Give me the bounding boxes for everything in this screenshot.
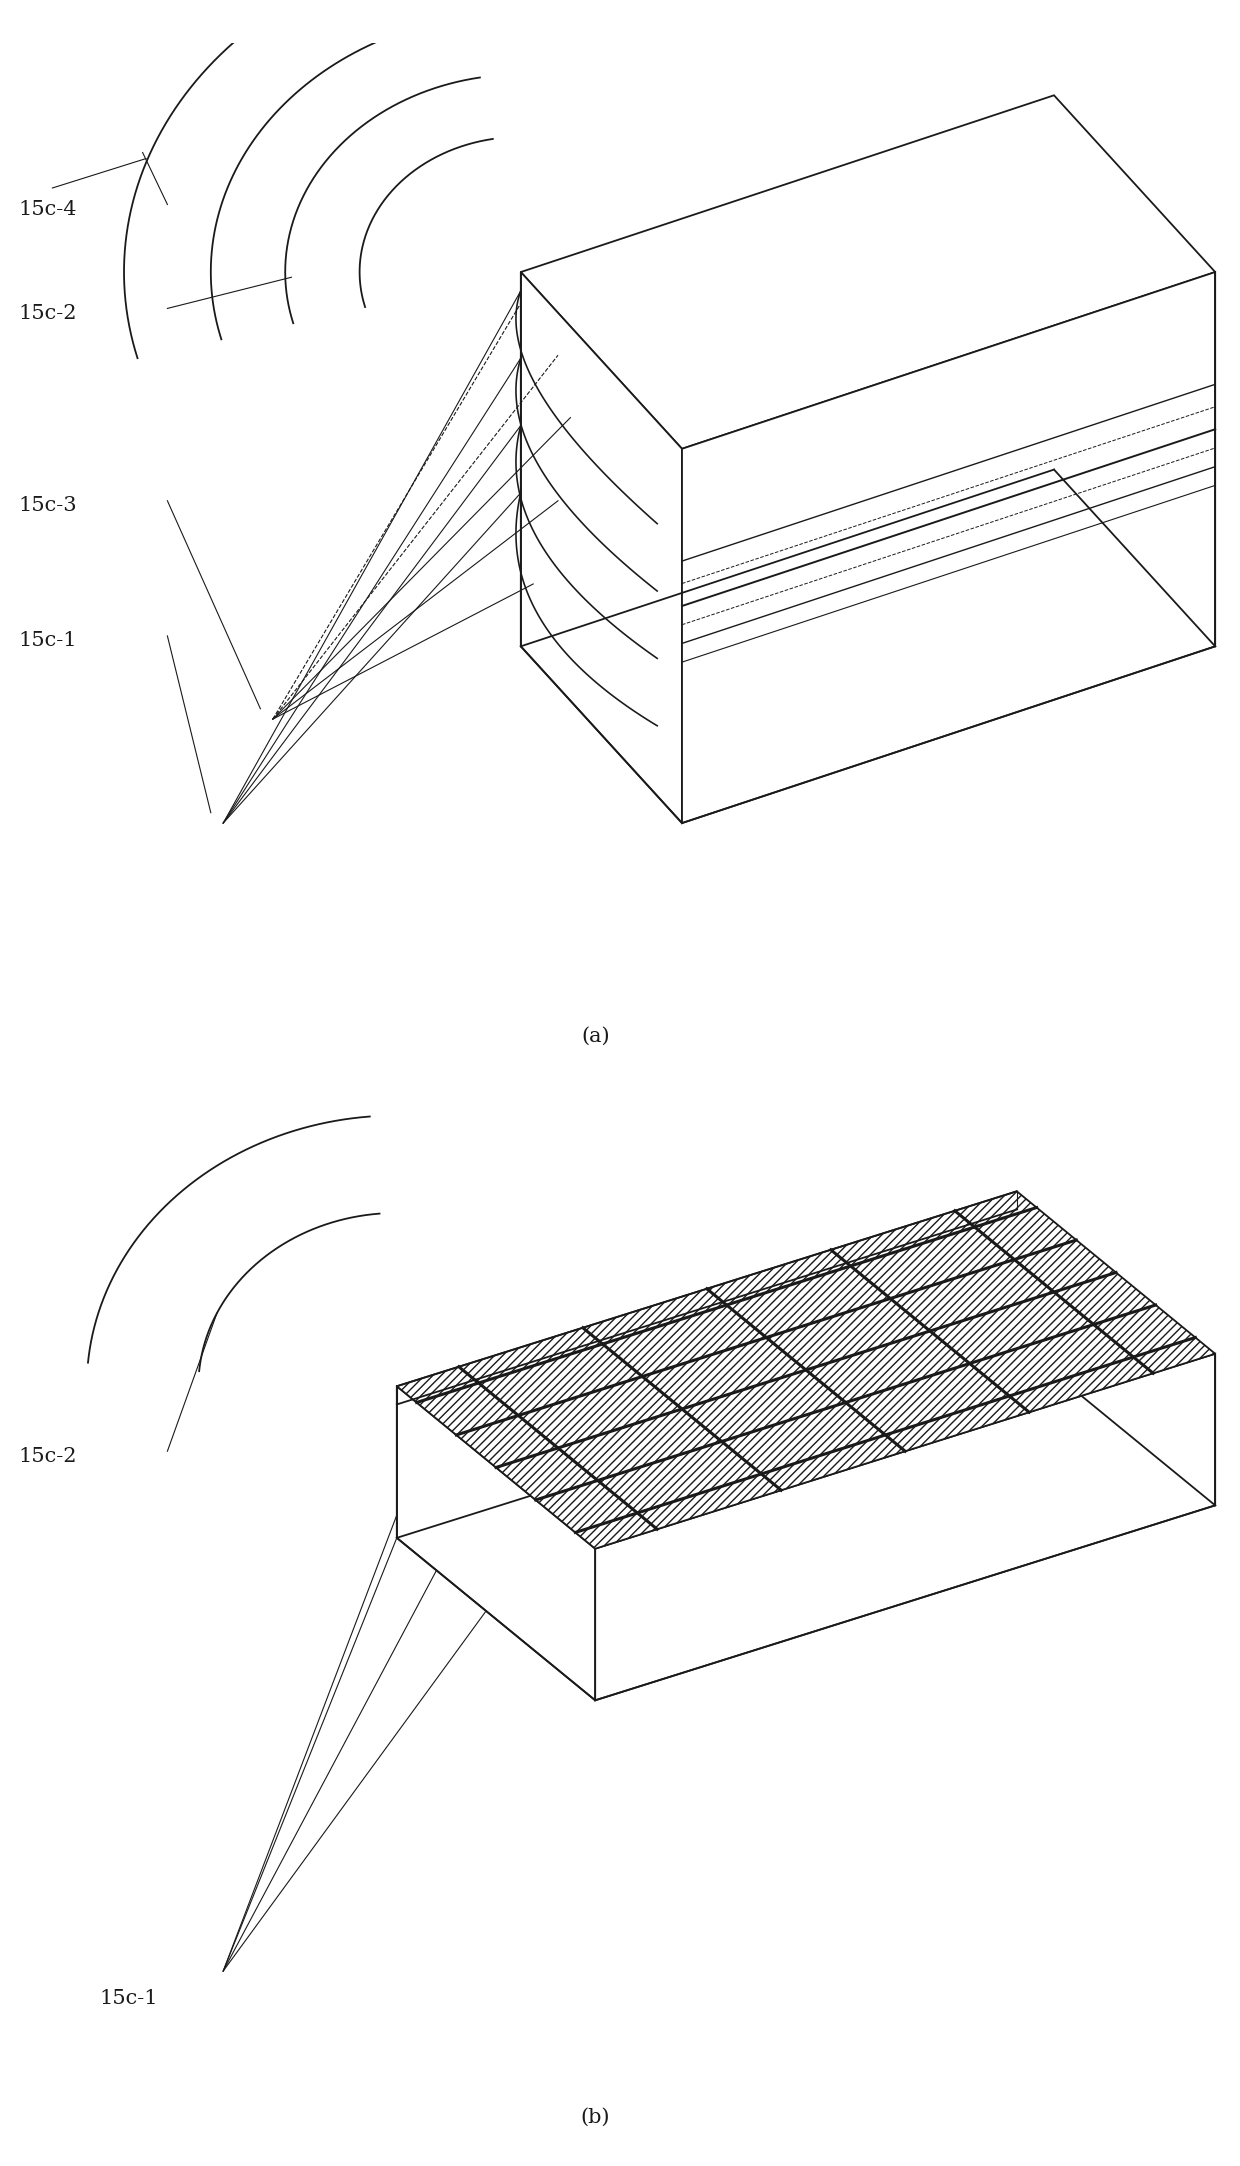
Polygon shape xyxy=(595,1354,1215,1700)
Polygon shape xyxy=(521,95,1215,448)
Text: 15c-2: 15c-2 xyxy=(19,303,77,323)
Text: 15c-4: 15c-4 xyxy=(19,199,77,219)
Text: (b): (b) xyxy=(580,2108,610,2127)
Text: 15c-3: 15c-3 xyxy=(19,496,77,516)
Text: 15c-1: 15c-1 xyxy=(99,1988,157,2008)
Polygon shape xyxy=(397,1386,595,1700)
Text: 15c-2: 15c-2 xyxy=(19,1447,77,1466)
Polygon shape xyxy=(521,273,682,823)
Polygon shape xyxy=(682,273,1215,823)
Text: (a): (a) xyxy=(580,1027,610,1046)
Text: 15c-1: 15c-1 xyxy=(19,630,77,650)
Polygon shape xyxy=(397,1191,1215,1549)
